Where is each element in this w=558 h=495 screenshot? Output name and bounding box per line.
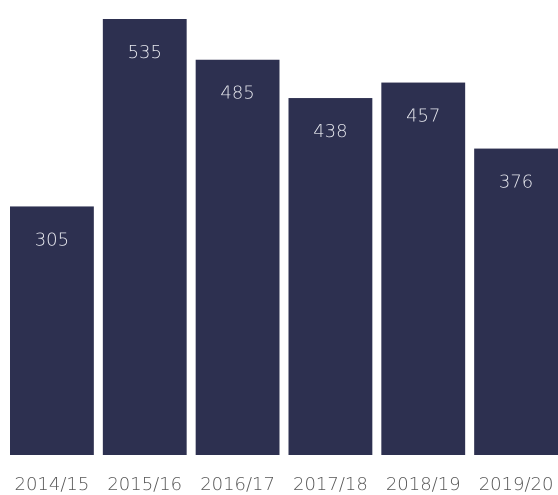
value-label: 457 [406,106,440,127]
bar [10,206,94,455]
x-tick-label: 2016/17 [200,474,275,495]
value-label: 535 [128,42,162,63]
bar [102,19,187,455]
value-label: 485 [220,83,254,104]
x-tick-label: 2018/19 [386,474,461,495]
bar [195,59,280,455]
bar [381,82,466,456]
x-tick-label: 2015/16 [107,474,182,495]
x-tick-label: 2014/15 [15,474,90,495]
x-tick-label: 2019/20 [479,474,554,495]
bar [474,148,558,455]
x-tick-label: 2017/18 [293,474,368,495]
value-label: 376 [499,172,533,193]
bar [288,98,373,455]
value-label: 305 [35,229,69,250]
value-label: 438 [313,121,347,142]
